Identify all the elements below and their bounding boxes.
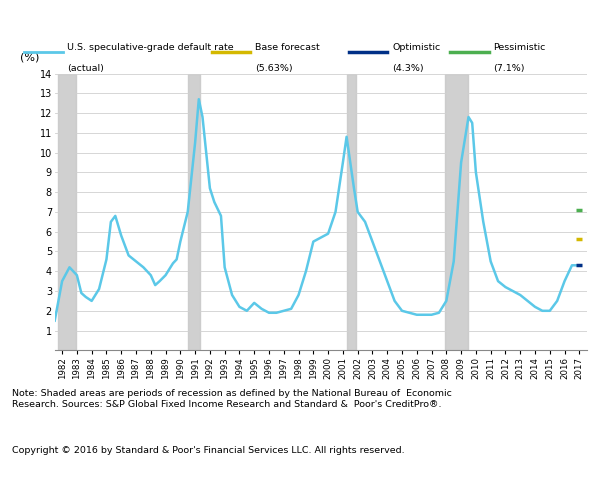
Text: U.S. Trailing-12-Month  Speculative-Grade Default Rate And June 2017  Forecast: U.S. Trailing-12-Month Speculative-Grade… xyxy=(46,18,562,28)
Text: (7.1%): (7.1%) xyxy=(494,64,525,73)
Text: Pessimistic: Pessimistic xyxy=(494,43,546,51)
Text: (5.63%): (5.63%) xyxy=(255,64,293,73)
Text: Copyright © 2016 by Standard & Poor's Financial Services LLC. All rights reserve: Copyright © 2016 by Standard & Poor's Fi… xyxy=(12,446,405,455)
Text: (actual): (actual) xyxy=(67,64,105,73)
Text: (4.3%): (4.3%) xyxy=(392,64,424,73)
Text: Base forecast: Base forecast xyxy=(255,43,320,51)
Bar xyxy=(58,74,76,350)
Text: Note: Shaded areas are periods of recession as defined by the National Bureau of: Note: Shaded areas are periods of recess… xyxy=(12,389,452,410)
Text: U.S. speculative-grade default rate: U.S. speculative-grade default rate xyxy=(67,43,234,51)
Bar xyxy=(188,74,200,350)
Bar xyxy=(347,74,356,350)
Text: (%): (%) xyxy=(20,52,40,62)
Text: Optimistic: Optimistic xyxy=(392,43,440,51)
Bar xyxy=(445,74,469,350)
